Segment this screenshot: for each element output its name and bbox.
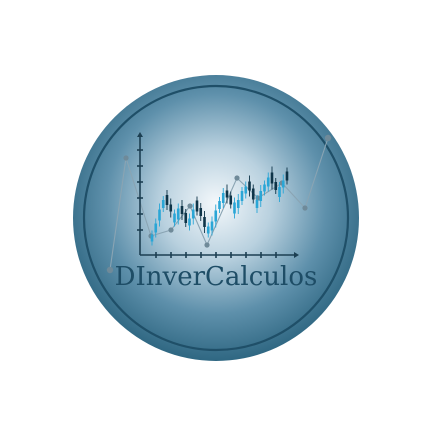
candlestick (236, 194, 240, 214)
candlestick (188, 213, 191, 231)
connector-dot (106, 266, 114, 274)
candlestick (251, 184, 255, 204)
candlestick (176, 203, 180, 225)
connector-dot (123, 155, 129, 161)
candlestick (195, 196, 199, 216)
candlestick (203, 211, 206, 233)
candlestick (259, 185, 263, 207)
candlestick (214, 204, 218, 228)
logo-inner-ring (82, 84, 350, 352)
connector-dot (302, 205, 308, 211)
candlestick (244, 181, 248, 199)
candlestick (210, 216, 214, 236)
candlestick (225, 184, 229, 204)
candlestick (173, 209, 176, 227)
candlestick (270, 166, 274, 190)
candlestick (206, 222, 210, 238)
candlestick-chart-icon (150, 166, 289, 246)
connector-dot (204, 242, 210, 248)
candlestick (255, 195, 259, 213)
connector-dot (324, 134, 332, 142)
candlestick (158, 203, 161, 227)
candlestick (221, 188, 225, 208)
candlestick (191, 203, 195, 225)
x-axis-arrow (294, 252, 299, 258)
x-axis-ticks (155, 252, 277, 258)
candlestick (266, 172, 270, 192)
candlestick (278, 182, 281, 202)
y-axis-ticks (137, 149, 143, 231)
candlestick (285, 167, 289, 185)
candlestick (263, 180, 266, 196)
candlestick (180, 200, 184, 220)
candlestick (169, 198, 173, 218)
connector-dot (187, 203, 193, 209)
candlestick (165, 190, 169, 210)
candlestick (281, 174, 285, 194)
candlestick (184, 209, 188, 227)
candlestick (161, 196, 165, 212)
candlestick (218, 197, 221, 213)
candlestick (150, 230, 154, 246)
brand-name: DInverCalculos (115, 262, 318, 292)
candlestick (199, 203, 203, 221)
candlestick (274, 178, 278, 194)
candlestick (229, 191, 233, 209)
y-axis-arrow (137, 132, 143, 137)
candlestick (233, 197, 236, 219)
connector-dot (234, 175, 240, 181)
candlestick (248, 175, 251, 197)
candlestick (240, 187, 244, 205)
candlestick (154, 218, 158, 238)
axis-icon (137, 132, 299, 258)
connector-dot (168, 227, 174, 233)
